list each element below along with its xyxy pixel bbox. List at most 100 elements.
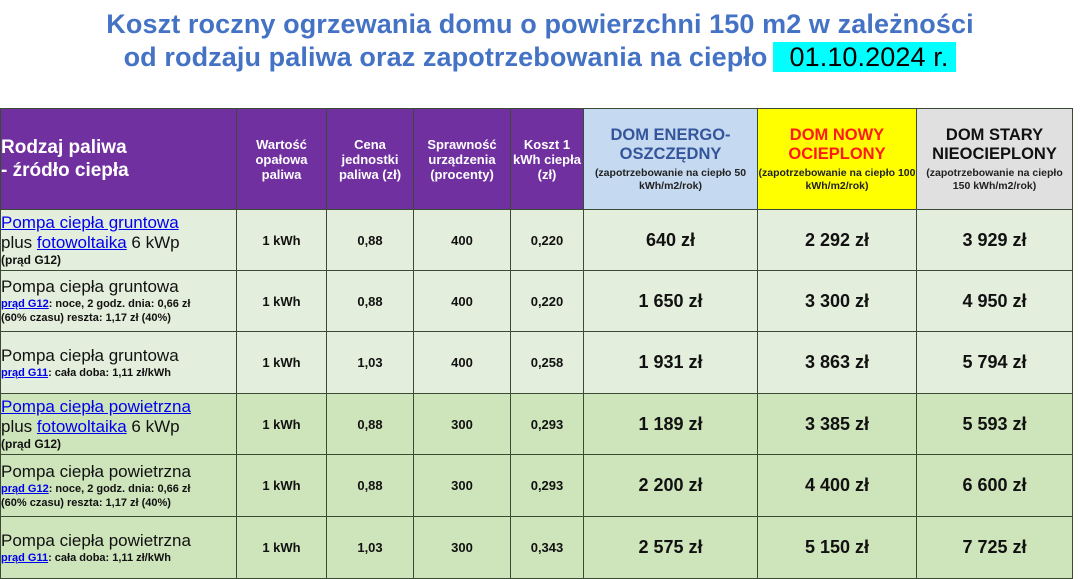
source-name: Pompa ciepła gruntowa <box>1 277 179 296</box>
header-house-energy-efficient: DOM ENERGO- OSZCZĘDNY (zapotrzebowanie n… <box>583 108 758 210</box>
efficiency-cell: 300 <box>413 454 511 517</box>
house3-cost-cell: 7 725 zł <box>916 516 1073 579</box>
header-house3-title1: DOM STARY <box>945 125 1044 144</box>
link-ground-heat-pump[interactable]: Pompa ciepła gruntowa <box>1 212 179 232</box>
table-row: Pompa ciepła powietrzna prąd G11: cała d… <box>0 516 1073 579</box>
source-name: Pompa ciepła gruntowa <box>1 345 179 365</box>
header-efficiency: Sprawność urządzenia (procenty) <box>413 108 511 210</box>
link-photovoltaics[interactable]: fotowoltaika <box>36 416 127 436</box>
house2-cost-cell: 2 292 zł <box>757 209 917 271</box>
unit-price-cell: 1,03 <box>326 331 414 394</box>
paren-close: ) <box>57 436 62 451</box>
unit-price-cell: 0,88 <box>326 454 414 517</box>
source-name: Pompa ciepła powietrzna <box>1 461 191 481</box>
header-calorific-value: Wartość opałowa paliwa <box>236 108 327 210</box>
house1-cost-cell: 1 650 zł <box>583 270 758 332</box>
table-row: Pompa ciepła powietrzna prąd G12: noce, … <box>0 454 1073 517</box>
house2-cost-cell: 4 400 zł <box>757 454 917 517</box>
header-source-line2: - źródło ciepła <box>1 160 129 181</box>
header-house-new-insulated: DOM NOWY OCIEPLONY (zapotrzebowanie na c… <box>757 108 917 210</box>
cost-per-kwh-cell: 0,293 <box>510 454 584 517</box>
source-cell: Pompa ciepła powietrzna plus fotowoltaik… <box>0 393 237 455</box>
calorific-value-cell: 1 kWh <box>236 454 327 517</box>
source-cell: Pompa ciepła powietrzna prąd G11: cała d… <box>0 516 237 579</box>
source-cell: Pompa ciepła gruntowa plus fotowoltaika … <box>0 209 237 271</box>
header-house2-title2: OCIEPLONY <box>788 144 886 163</box>
header-house3-sub: (zapotrzebowanie na ciepło 150 kWh/m2/ro… <box>926 166 1063 192</box>
house3-cost-cell: 5 794 zł <box>916 331 1073 394</box>
tariff-details-2: (60% czasu) reszta: 1,17 zł (40%) <box>1 312 171 324</box>
house1-cost-cell: 1 189 zł <box>583 393 758 455</box>
header-house1-sub: (zapotrzebowanie na ciepło 50 kWh/m2/rok… <box>594 166 747 192</box>
house1-cost-cell: 640 zł <box>583 209 758 271</box>
tariff-details: : cała doba: 1,11 zł/kWh <box>48 366 171 379</box>
house3-cost-cell: 3 929 zł <box>916 209 1073 271</box>
table-row: Pompa ciepła powietrzna plus fotowoltaik… <box>0 393 1073 455</box>
link-tariff-g11[interactable]: prąd G11 <box>1 551 49 564</box>
house3-cost-cell: 4 950 zł <box>916 270 1073 332</box>
calorific-value-cell: 1 kWh <box>236 270 327 332</box>
title-line-2: od rodzaju paliwa oraz zapotrzebowania n… <box>0 41 1080 74</box>
paren-open: ( <box>1 252 5 267</box>
tariff-details: : noce, 2 godz. dnia: 0,66 zł <box>48 298 191 310</box>
header-house-old-uninsulated: DOM STARY NIEOCIEPLONY (zapotrzebowanie … <box>916 108 1073 210</box>
header-house1-title2: OSZCZĘDNY <box>619 144 722 163</box>
tariff-details: : cała doba: 1,11 zł/kWh <box>48 551 171 564</box>
link-tariff-g12[interactable]: prąd G12 <box>1 298 49 310</box>
header-house3-title2: NIEOCIEPLONY <box>932 144 1057 163</box>
paren-close: ) <box>57 252 62 267</box>
efficiency-cell: 400 <box>413 270 511 332</box>
calorific-value-cell: 1 kWh <box>236 209 327 271</box>
unit-price-cell: 0,88 <box>326 393 414 455</box>
source-cell: Pompa ciepła gruntowa prąd G12: noce, 2 … <box>0 270 237 332</box>
cost-per-kwh-cell: 0,220 <box>510 209 584 271</box>
header-row: Rodzaj paliwa - źródło ciepła Wartość op… <box>0 108 1073 210</box>
house2-cost-cell: 5 150 zł <box>757 516 917 579</box>
tariff-details-2: (60% czasu) reszta: 1,17 zł (40%) <box>1 496 171 509</box>
efficiency-cell: 400 <box>413 209 511 271</box>
calorific-value-cell: 1 kWh <box>236 393 327 455</box>
header-house1-title1: DOM ENERGO- <box>610 125 731 144</box>
plus-text: plus <box>1 416 37 436</box>
unit-price-cell: 0,88 <box>326 270 414 332</box>
calorific-value-cell: 1 kWh <box>236 331 327 394</box>
house1-cost-cell: 2 575 zł <box>583 516 758 579</box>
house3-cost-cell: 6 600 zł <box>916 454 1073 517</box>
pv-power-text: 6 kWp <box>126 232 180 252</box>
link-tariff-g12[interactable]: prąd G12 <box>5 436 58 451</box>
paren-open: ( <box>1 436 5 451</box>
cost-per-kwh-cell: 0,220 <box>510 270 584 332</box>
house3-cost-cell: 5 593 zł <box>916 393 1073 455</box>
efficiency-cell: 300 <box>413 516 511 579</box>
title-line-1: Koszt roczny ogrzewania domu o powierzch… <box>106 9 974 39</box>
source-cell: Pompa ciepła gruntowa prąd G11: cała dob… <box>0 331 237 394</box>
header-unit-price: Cena jednostki paliwa (zł) <box>326 108 414 210</box>
link-tariff-g12[interactable]: prąd G12 <box>1 482 49 495</box>
header-cost-per-kwh: Koszt 1 kWh ciepła (zł) <box>510 108 584 210</box>
plus-text: plus <box>1 232 37 252</box>
header-source: Rodzaj paliwa - źródło ciepła <box>0 108 237 210</box>
header-house2-title1: DOM NOWY <box>789 125 885 144</box>
table-row: Pompa ciepła gruntowa prąd G12: noce, 2 … <box>0 270 1073 332</box>
header-house2-sub: (zapotrzebowanie na ciepło 100 kWh/m2/ro… <box>758 166 916 192</box>
pv-power-text: 6 kWp <box>126 416 180 436</box>
cost-per-kwh-cell: 0,293 <box>510 393 584 455</box>
date-badge: 01.10.2024 r. <box>773 42 957 72</box>
efficiency-cell: 300 <box>413 393 511 455</box>
house2-cost-cell: 3 385 zł <box>757 393 917 455</box>
link-tariff-g12[interactable]: prąd G12 <box>5 252 58 267</box>
link-air-heat-pump[interactable]: Pompa ciepła powietrzna <box>1 396 191 416</box>
source-name: Pompa ciepła powietrzna <box>1 530 191 550</box>
unit-price-cell: 1,03 <box>326 516 414 579</box>
house1-cost-cell: 1 931 zł <box>583 331 758 394</box>
house2-cost-cell: 3 300 zł <box>757 270 917 332</box>
source-cell: Pompa ciepła powietrzna prąd G12: noce, … <box>0 454 237 517</box>
table-row: Pompa ciepła gruntowa plus fotowoltaika … <box>0 209 1073 271</box>
link-tariff-g11[interactable]: prąd G11 <box>1 366 49 379</box>
page-title: Koszt roczny ogrzewania domu o powierzch… <box>0 8 1080 74</box>
tariff-details: : noce, 2 godz. dnia: 0,66 zł <box>48 482 191 495</box>
house2-cost-cell: 3 863 zł <box>757 331 917 394</box>
cost-per-kwh-cell: 0,258 <box>510 331 584 394</box>
header-source-line1: Rodzaj paliwa <box>1 137 127 158</box>
link-photovoltaics[interactable]: fotowoltaika <box>36 232 127 252</box>
